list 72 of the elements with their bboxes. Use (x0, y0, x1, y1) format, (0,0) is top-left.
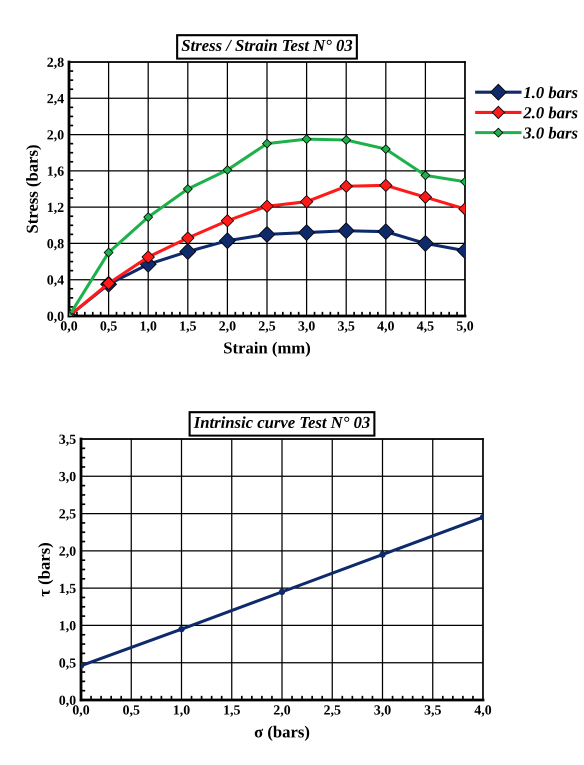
point (222, 165, 232, 175)
point (340, 180, 353, 193)
x-tick-label: 0,5 (123, 705, 140, 717)
x-tick-label: 3,5 (338, 321, 354, 333)
point (298, 224, 315, 241)
chart-title: Intrinsic curve Test N° 03 (194, 416, 370, 428)
x-tick-label: 1,0 (174, 705, 190, 717)
x-tick-label: 4,0 (474, 705, 492, 717)
y-tick-label: 0,5 (59, 658, 76, 670)
point (420, 170, 430, 180)
y-axis-title: τ (bars) (38, 543, 54, 596)
x-tick-label: 3,0 (374, 705, 391, 717)
y-tick-label: 1,0 (60, 621, 76, 632)
y-tick-label: 0,0 (47, 312, 64, 323)
point (418, 190, 432, 204)
point (278, 588, 286, 596)
point (380, 144, 391, 154)
y-tick-label: 2,5 (59, 509, 76, 521)
y-tick-label: 3,0 (59, 472, 76, 484)
x-tick-label: 4,0 (377, 321, 394, 333)
point (300, 195, 314, 208)
y-tick-label: 1,6 (48, 166, 64, 178)
x-axis-title: σ (bars) (254, 726, 310, 741)
line-series (81, 514, 483, 669)
y-tick-label: 2,4 (47, 94, 64, 106)
y-tick-label: 3,5 (59, 434, 76, 446)
y-tick-label: 2,0 (47, 130, 64, 142)
chart-title: Stress / Strain Test N° 03 (182, 39, 352, 52)
x-tick-label: 4,5 (416, 321, 434, 333)
x-tick-label: 0,5 (100, 321, 117, 333)
point (182, 184, 193, 194)
point (258, 226, 276, 243)
x-tick-label: 1,5 (224, 705, 240, 717)
y-tick-label: 1,2 (48, 202, 64, 214)
legend-label: 1.0 bars (524, 86, 578, 98)
x-tick-label: 1,0 (140, 321, 156, 333)
legend-label: 2.0 bars (523, 106, 578, 118)
point (181, 231, 194, 245)
y-tick-label: 0,4 (47, 275, 64, 287)
x-tick-label: 5,0 (456, 321, 474, 333)
point (262, 138, 272, 148)
point (302, 134, 312, 144)
point (219, 232, 236, 250)
point (142, 250, 155, 264)
point (104, 248, 114, 258)
legend-label: 3.0 bars (523, 126, 578, 139)
point (379, 178, 392, 192)
y-tick-label: 2,0 (59, 546, 76, 558)
point (260, 200, 274, 213)
y-tick-label: 1,5 (60, 584, 76, 596)
point (178, 626, 185, 632)
point (341, 135, 352, 145)
x-tick-label: 2,5 (258, 321, 276, 333)
x-axis-title: Strain (mm) (224, 342, 310, 357)
point (143, 212, 154, 222)
x-tick-label: 2,0 (274, 705, 290, 717)
x-tick-label: 2,5 (324, 705, 340, 717)
y-axis-title: Stress (bars) (26, 145, 42, 233)
x-tick-label: 2,0 (219, 321, 236, 333)
point (417, 235, 434, 252)
point (220, 214, 234, 228)
x-tick-label: 1,5 (180, 321, 196, 333)
point (377, 223, 394, 240)
y-tick-label: 2,8 (47, 58, 64, 69)
y-tick-label: 0,0 (59, 696, 76, 707)
x-tick-label: 3,5 (424, 705, 441, 717)
point (379, 551, 386, 558)
x-tick-label: 3,0 (298, 321, 315, 333)
point (179, 243, 196, 260)
x-tick-label: 0,0 (72, 705, 90, 717)
point (338, 222, 355, 240)
y-tick-label: 0,8 (47, 239, 64, 250)
